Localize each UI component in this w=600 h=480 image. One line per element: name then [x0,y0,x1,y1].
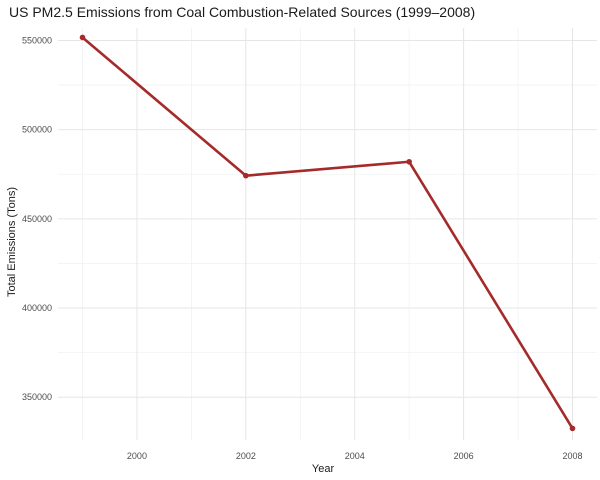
data-point [79,34,86,41]
data-point [569,425,576,432]
minor-gridlines [58,28,597,440]
x-tick-label: 2008 [562,451,582,461]
y-tick-label: 450000 [22,214,52,224]
chart-title: US PM2.5 Emissions from Coal Combustion-… [9,4,475,20]
x-tick-label: 2006 [454,451,474,461]
x-tick-labels: 2000 2002 2004 2006 2008 [127,451,583,461]
y-tick-label: 400000 [22,303,52,313]
data-point [406,158,412,165]
series-line [81,36,574,430]
x-axis-title: Year [312,463,335,475]
y-tick-label: 550000 [22,35,52,45]
data-point [243,172,249,179]
x-tick-label: 2002 [236,451,256,461]
y-tick-label: 500000 [22,125,52,135]
x-tick-label: 2000 [127,451,147,461]
y-tick-label: 350000 [22,392,52,402]
y-axis-title: Total Emissions (Tons) [6,187,18,297]
major-gridlines [58,28,597,440]
series-group [79,34,576,432]
y-tick-labels: 350000 400000 450000 500000 550000 [22,35,52,402]
x-tick-label: 2004 [345,451,365,461]
